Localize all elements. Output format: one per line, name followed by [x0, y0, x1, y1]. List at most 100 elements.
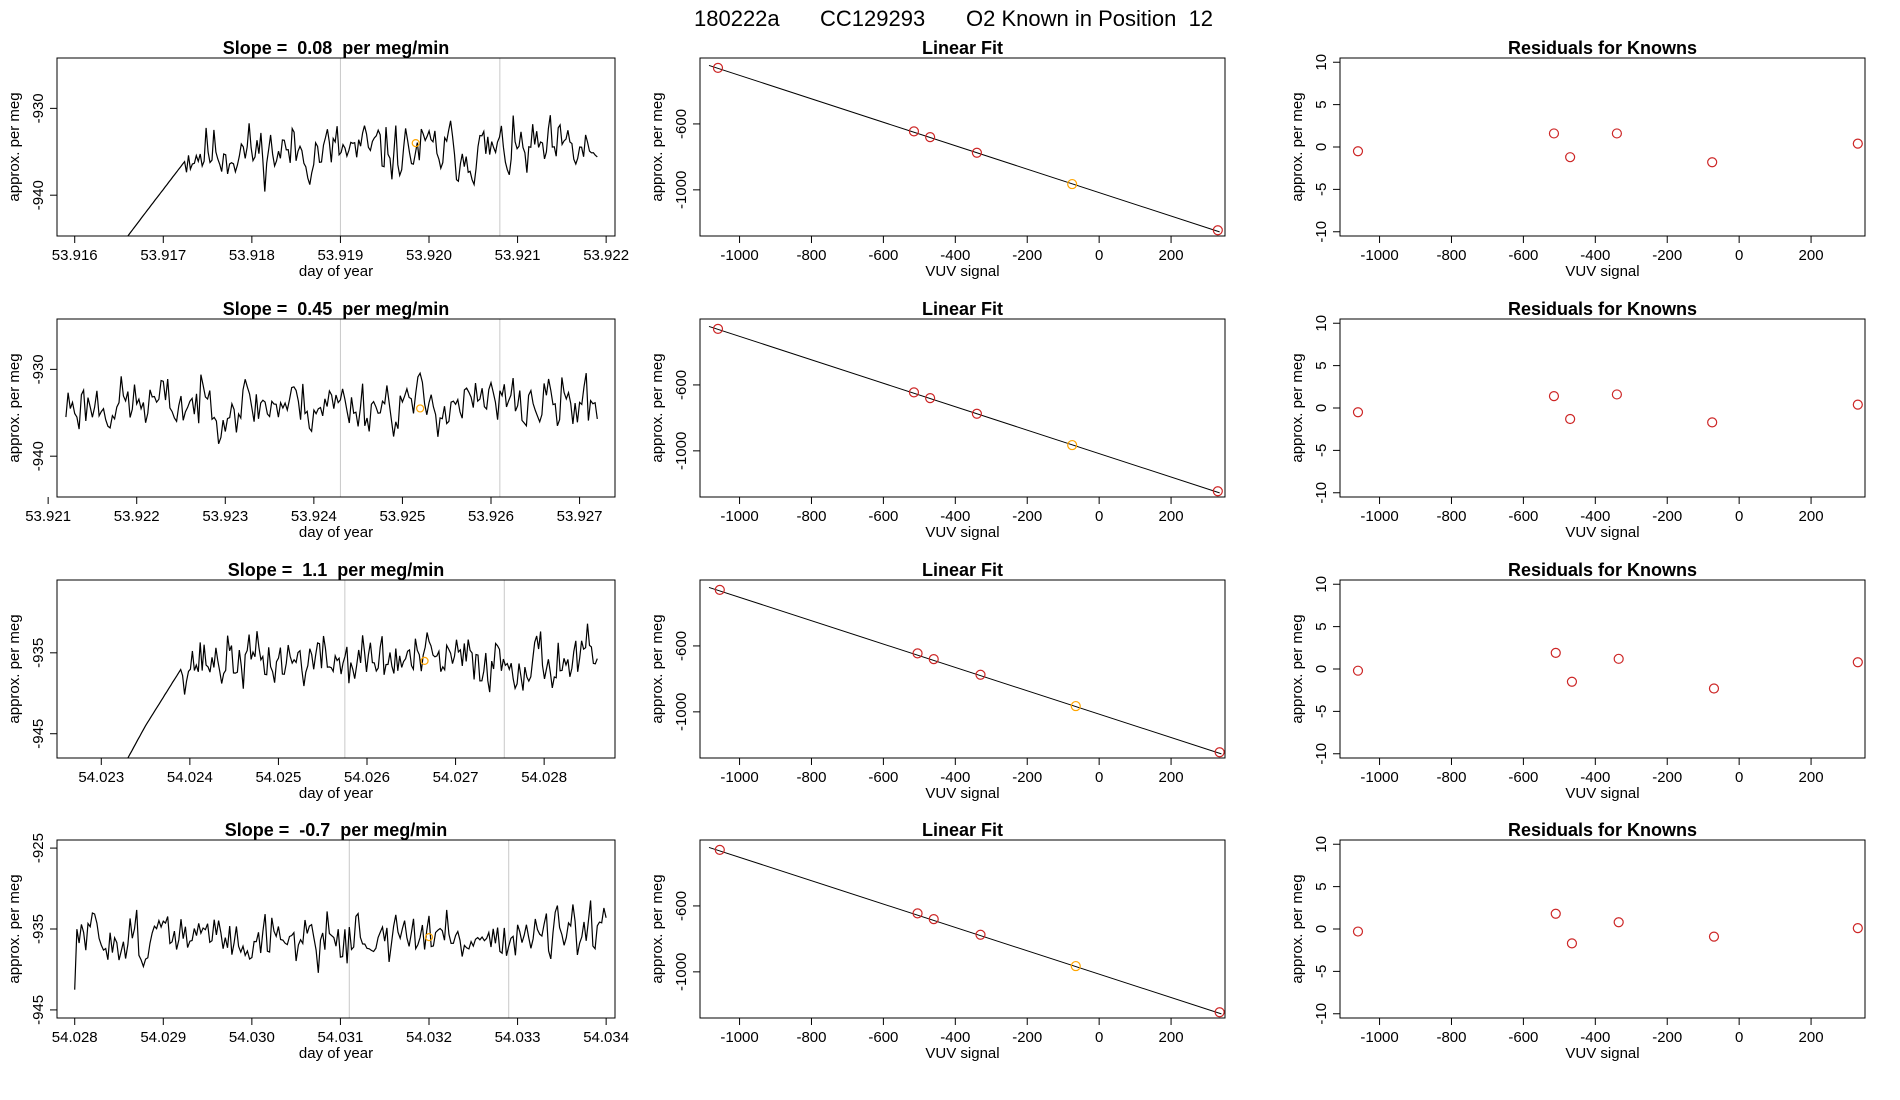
figure-description: O2 Known in Position 12: [966, 6, 1213, 31]
x-tick-label: -200: [1012, 508, 1042, 525]
y-axis-label: approx. per meg: [1289, 353, 1306, 462]
x-tick-label: -600: [1508, 1029, 1538, 1046]
x-tick-label: 200: [1799, 1029, 1824, 1046]
chart-panel-3: Slope = -0.7 per meg/min 54.028 54.029 54.0…: [6, 820, 629, 1062]
y-tick-label: 10: [1313, 54, 1330, 71]
y-tick-label: -940: [30, 441, 47, 471]
y-tick-label: -1000: [673, 171, 690, 209]
y-axis-label: approx. per meg: [649, 874, 666, 983]
y-tick-label: -600: [673, 109, 690, 139]
panel-title: Slope = 1.1 per meg/min: [228, 560, 445, 580]
x-tick-label: -1000: [720, 508, 758, 525]
panel-title: Linear Fit: [922, 560, 1003, 580]
x-tick-label: 53.922: [583, 247, 629, 264]
y-tick-label: 0: [1313, 925, 1330, 933]
data-point: [1611, 389, 1622, 400]
chart-panel-7: Linear Fit -1000 -800 -600 -400 -200 0 200 -600 -…: [649, 820, 1226, 1062]
x-tick-label: -600: [868, 247, 898, 264]
x-tick-label: 54.030: [229, 1029, 275, 1046]
data-point: [1852, 138, 1863, 149]
panel-data: [65, 319, 598, 497]
x-axis-label: VUV signal: [925, 263, 999, 280]
y-tick-label: 0: [1313, 665, 1330, 673]
x-tick-label: 54.024: [167, 769, 213, 786]
y-axis-label: approx. per meg: [649, 353, 666, 462]
data-point: [1212, 486, 1223, 497]
x-tick-label: 0: [1095, 508, 1103, 525]
data-point: [714, 844, 725, 855]
fit-line: [708, 586, 1222, 755]
x-tick-label: 53.916: [52, 247, 98, 264]
data-point: [1565, 413, 1576, 425]
x-axis-label: day of year: [299, 524, 373, 541]
y-tick-label: 0: [1313, 143, 1330, 151]
x-tick-label: 53.927: [557, 508, 603, 525]
y-axis-label: approx. per meg: [6, 874, 23, 983]
data-point: [1550, 908, 1561, 919]
panel-data: [1352, 647, 1863, 694]
x-tick-label: 53.926: [468, 508, 514, 525]
time-series-line: [127, 623, 598, 758]
data-point: [1852, 923, 1863, 934]
x-tick-label: -800: [796, 508, 826, 525]
data-point: [925, 132, 936, 143]
data-point: [1352, 146, 1364, 157]
x-tick-label: 54.028: [52, 1029, 98, 1046]
y-tick-label: 5: [1313, 361, 1330, 369]
x-tick-label: -800: [796, 247, 826, 264]
x-tick-label: 53.919: [317, 247, 363, 264]
panel-data: [1352, 128, 1863, 168]
x-tick-label: -600: [868, 1029, 898, 1046]
y-tick-label: -600: [673, 891, 690, 921]
plot-frame: [699, 318, 1226, 498]
x-tick-label: -1000: [1360, 508, 1398, 525]
data-point: [1565, 152, 1576, 163]
data-point: [975, 669, 986, 680]
plot-frame: [699, 57, 1226, 237]
x-axis-label: VUV signal: [1565, 785, 1639, 802]
x-tick-label: 0: [1095, 769, 1103, 786]
y-tick-label: -5: [1313, 183, 1330, 196]
highlight-point: [420, 656, 429, 666]
data-point: [1548, 391, 1560, 402]
plot-frame: [56, 318, 616, 498]
data-point: [1611, 128, 1622, 139]
data-point: [971, 408, 982, 419]
data-point: [1613, 653, 1624, 664]
x-tick-label: 200: [1799, 247, 1824, 264]
x-tick-label: 200: [1159, 247, 1184, 264]
y-tick-label: -600: [673, 631, 690, 661]
y-tick-label: -5: [1313, 444, 1330, 457]
y-axis-label: approx. per meg: [649, 92, 666, 201]
data-point: [1067, 178, 1078, 190]
x-tick-label: -600: [1508, 508, 1538, 525]
y-tick-label: -935: [30, 914, 47, 944]
x-tick-label: -400: [1580, 247, 1610, 264]
data-point: [712, 323, 724, 334]
x-tick-label: -200: [1652, 247, 1682, 264]
x-tick-label: 53.923: [202, 508, 248, 525]
x-tick-label: -400: [940, 247, 970, 264]
data-point: [1067, 439, 1078, 451]
x-tick-label: -800: [1436, 769, 1466, 786]
x-axis-label: VUV signal: [1565, 263, 1639, 280]
chart-panel-10: Residuals for Knowns-1000 -800 -600 -400 -20…: [1289, 560, 1866, 802]
x-tick-label: -200: [1012, 247, 1042, 264]
fit-line: [708, 846, 1222, 1015]
x-tick-label: 54.023: [78, 769, 124, 786]
data-point: [1212, 225, 1223, 236]
y-tick-label: -940: [30, 180, 47, 210]
highlight-point: [424, 932, 434, 942]
chart-panel-1: Slope = 0.45 per meg/min 53.921 53.922 53.9…: [6, 299, 616, 541]
x-tick-label: -1000: [720, 247, 758, 264]
plot-frame: [1339, 579, 1866, 759]
x-tick-label: -1000: [1360, 769, 1398, 786]
x-tick-label: 54.031: [317, 1029, 363, 1046]
x-tick-label: 200: [1159, 769, 1184, 786]
y-tick-label: 5: [1313, 882, 1330, 890]
data-point: [1352, 407, 1364, 418]
data-point: [1708, 683, 1720, 694]
y-tick-label: -1000: [673, 432, 690, 470]
y-tick-label: -935: [30, 638, 47, 668]
y-tick-label: 10: [1313, 836, 1330, 853]
